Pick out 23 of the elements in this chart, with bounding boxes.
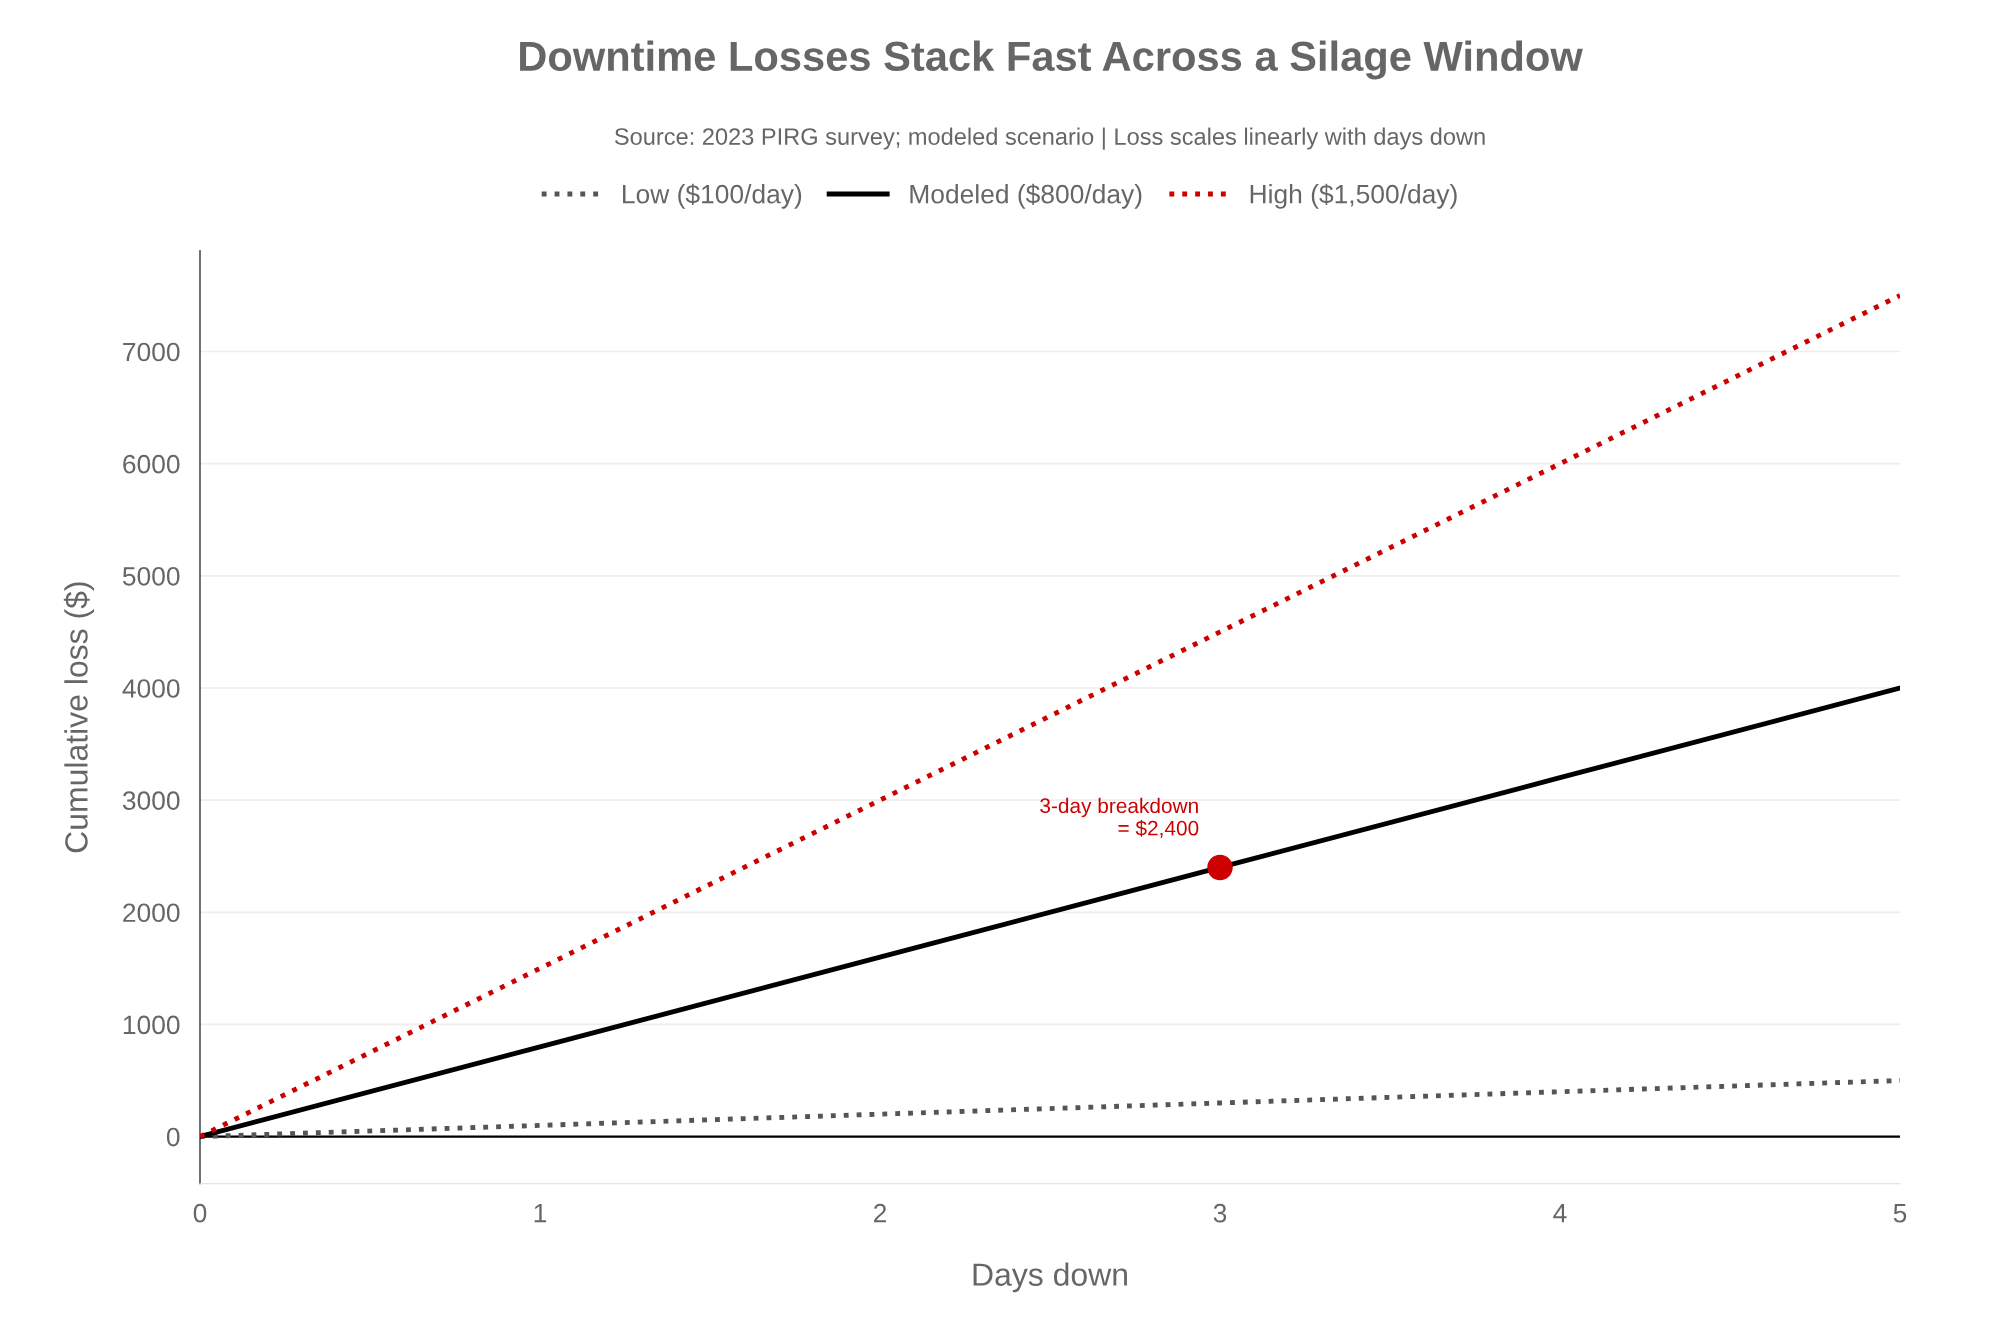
- legend-label: Modeled ($800/day): [910, 183, 1142, 209]
- y-tick-label: 0: [166, 1127, 180, 1147]
- y-tick-label: 5000: [122, 566, 180, 586]
- line-series: [200, 293, 1900, 1140]
- y-tick-label: 2000: [123, 903, 180, 923]
- x-tick-label: 0: [193, 1203, 207, 1223]
- y-tick-label: 1000: [123, 1015, 180, 1035]
- x-tick-label: 4: [1553, 1204, 1567, 1223]
- x-tick-label: 2: [873, 1203, 887, 1223]
- legend-label: High ($1,500/day): [1250, 183, 1457, 209]
- x-axis-title: Days down: [973, 1262, 1127, 1293]
- chart-title: Downtime Losses Stack Fast Across a Silage Window: [520, 40, 1583, 80]
- y-tick-label: 3000: [122, 791, 180, 810]
- legend-label: Low ($100/day): [623, 183, 802, 209]
- y-tick-label: 6000: [123, 454, 180, 474]
- x-tick-label: 3: [1213, 1203, 1227, 1223]
- chart-subtitle: Source: 2023 PIRG survey; modeled scenario | Loss scales linearly with days down: [614, 127, 1485, 150]
- annotation: 3-day breakdown = $2,400: [1040, 797, 1199, 838]
- y-tick-label: 7000: [123, 342, 180, 362]
- y-tick-label: 4000: [122, 679, 180, 698]
- x-tick-label: 5: [1893, 1204, 1907, 1223]
- x-tick-label: 1: [534, 1204, 547, 1223]
- y-axis-title: Cumulative loss ($): [63, 582, 95, 853]
